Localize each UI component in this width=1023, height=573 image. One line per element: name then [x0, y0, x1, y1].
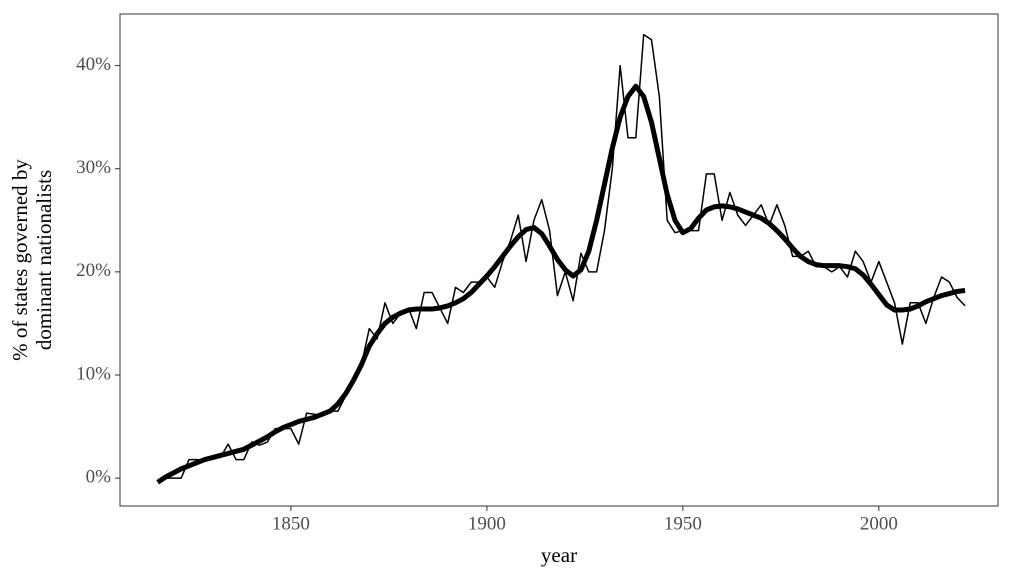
series-line — [156, 83, 966, 485]
y-tick-label: 0% — [86, 467, 112, 488]
y-tick-label: 10% — [76, 363, 111, 384]
y-axis-label: dominant nationalists — [32, 170, 56, 350]
y-tick-label: 20% — [76, 260, 111, 281]
x-tick-label: 2000 — [860, 513, 898, 534]
y-tick-label: 40% — [76, 54, 111, 75]
x-tick-label: 1950 — [664, 513, 702, 534]
x-tick-label: 1850 — [272, 513, 310, 534]
x-tick-label: 1900 — [468, 513, 506, 534]
x-axis-label: year — [541, 543, 577, 567]
y-axis-label: % of states governed by — [8, 159, 32, 361]
panel-border — [119, 13, 999, 507]
series-line — [157, 33, 966, 482]
y-tick-label: 30% — [76, 157, 111, 178]
